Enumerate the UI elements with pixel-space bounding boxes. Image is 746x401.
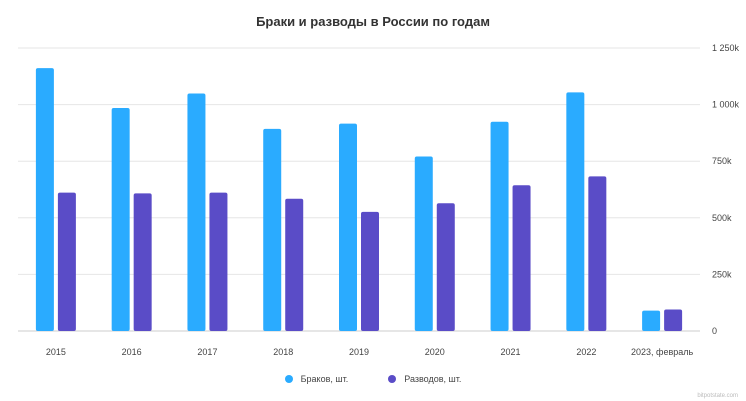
x-tick-label: 2023, февраль xyxy=(631,347,693,357)
y-tick-label: 0 xyxy=(712,326,717,336)
gridlines xyxy=(18,47,700,332)
y-tick-label: 500k xyxy=(712,213,732,223)
bar-marriages[interactable] xyxy=(566,92,585,332)
y-tick-label: 1 000k xyxy=(712,100,740,110)
bar-divorces[interactable] xyxy=(664,309,683,331)
bar-divorces[interactable] xyxy=(285,198,304,331)
bar-divorces[interactable] xyxy=(588,176,607,331)
legend-marker-marriages xyxy=(284,375,293,383)
bar-marriages[interactable] xyxy=(263,128,282,331)
y-tick-label: 1 250k xyxy=(712,43,740,53)
x-tick-label: 2018 xyxy=(273,347,293,357)
x-tick-label: 2021 xyxy=(501,347,521,357)
bar-divorces[interactable] xyxy=(361,211,379,331)
bar-divorces[interactable] xyxy=(133,193,152,331)
bar-marriages[interactable] xyxy=(35,68,54,331)
bar-divorces[interactable] xyxy=(436,203,455,331)
bar-divorces[interactable] xyxy=(512,185,531,331)
y-axis-ticks: 0 250k 500k 750k 1 000k 1 250k xyxy=(712,43,740,336)
legend-item-divorces[interactable]: Разводов, шт. xyxy=(388,374,461,384)
chart-title: Браки и разводы в России по годам xyxy=(256,14,490,29)
x-tick-label: 2020 xyxy=(425,347,445,357)
bar-marriages[interactable] xyxy=(187,93,206,331)
bar-marriages[interactable] xyxy=(111,107,130,331)
bar-marriages[interactable] xyxy=(414,156,433,331)
x-tick-label: 2019 xyxy=(349,347,369,357)
x-tick-label: 2015 xyxy=(46,347,66,357)
legend-item-marriages[interactable]: Браков, шт. xyxy=(284,374,349,384)
bar-marriages[interactable] xyxy=(642,310,661,331)
legend-marker-divorces xyxy=(388,375,397,383)
bar-marriages[interactable] xyxy=(490,121,509,331)
bars xyxy=(35,68,683,332)
y-tick-label: 750k xyxy=(712,156,732,166)
x-axis-ticks: 2015 2016 2017 2018 2019 2020 2021 2022 2023, фе… xyxy=(46,347,694,357)
legend-label-divorces: Разводов, шт. xyxy=(404,374,462,384)
legend: Браков, шт. Разводов, шт. xyxy=(0,374,746,384)
x-tick-label: 2017 xyxy=(197,347,217,357)
x-tick-label: 2022 xyxy=(576,347,596,357)
legend-label-marriages: Браков, шт. xyxy=(300,374,349,384)
y-tick-label: 250k xyxy=(712,269,732,279)
x-tick-label: 2016 xyxy=(122,347,142,357)
bar-marriages[interactable] xyxy=(339,123,357,331)
bar-divorces[interactable] xyxy=(57,192,76,331)
bar-divorces[interactable] xyxy=(209,192,228,331)
watermark: bitpotstate.com xyxy=(697,393,738,399)
